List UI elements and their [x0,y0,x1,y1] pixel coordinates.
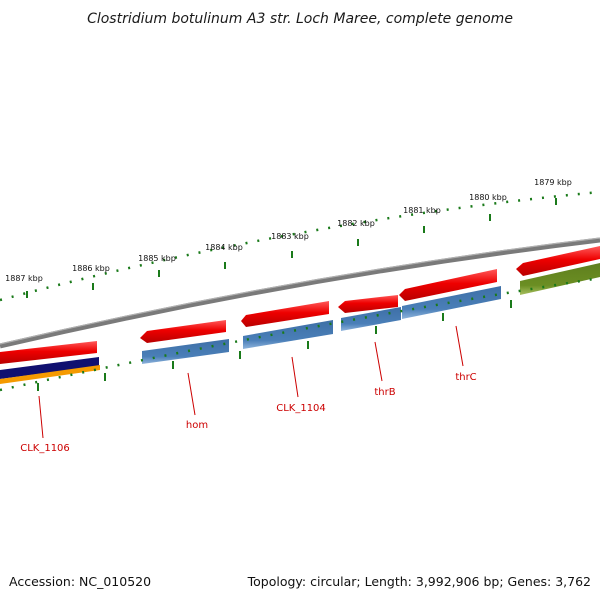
cds-features [142,286,501,364]
gene-arrow-forward[interactable] [0,341,97,364]
gene-labels: CLK_1106 hom CLK_1104 thrB thrC [20,372,476,454]
gene-arrow-forward[interactable] [516,246,600,276]
cds-bar[interactable] [341,307,401,331]
scale-major-ticks [26,198,557,298]
scale-label-1883: 1883 kbp [271,232,309,241]
gene-arrow-forward[interactable] [140,320,226,343]
rna-feature[interactable] [520,263,600,295]
leader-line-thrc [455,325,464,367]
cds-bar[interactable] [243,320,333,349]
gene-label-thrc[interactable]: thrC [455,372,476,383]
feature-bar-orange[interactable] [0,365,100,384]
inner-major-ticks [37,300,512,391]
scale-label-1879: 1879 kbp [534,178,572,187]
leader-line-clk-1106 [38,395,44,439]
gene-label-leaders [38,325,464,439]
genome-backbone [0,237,600,349]
scale-minor-ticks-inner [0,276,600,392]
accession-text: Accession: NC_010520 [9,574,151,589]
scale-label-1884: 1884 kbp [205,243,243,252]
map-title: Clostridium botulinum A3 str. Loch Maree… [87,11,513,27]
cds-bar[interactable] [402,286,501,319]
gene-arrow-forward[interactable] [399,269,497,301]
genome-summary-text: Topology: circular; Length: 3,992,906 bp… [247,574,591,589]
cds-bar[interactable] [142,339,229,364]
gene-label-hom[interactable]: hom [186,420,208,431]
gene-label-thrb[interactable]: thrB [374,387,395,398]
scale-label-1881: 1881 kbp [403,206,441,215]
genome-backbone-highlight [0,237,600,345]
leader-line-clk-1104 [291,356,299,398]
gene-label-clk-1104[interactable]: CLK_1104 [276,403,326,414]
forward-strand-genes [0,246,600,364]
feature-bar-navy[interactable] [0,357,99,379]
scale-label-1882: 1882 kbp [337,219,375,228]
scale-label-1880: 1880 kbp [469,193,507,202]
gene-label-clk-1106[interactable]: CLK_1106 [20,443,70,454]
scale-labels: 1887 kbp 1886 kbp 1885 kbp 1884 kbp 1883… [5,178,572,283]
scale-label-1886: 1886 kbp [72,264,110,273]
leader-line-hom [187,372,196,416]
gene-arrow-forward[interactable] [241,301,329,327]
gene-arrow-forward[interactable] [338,295,398,313]
scale-label-1887: 1887 kbp [5,274,43,283]
scale-label-1885: 1885 kbp [138,254,176,263]
leader-line-thrb [374,341,383,382]
